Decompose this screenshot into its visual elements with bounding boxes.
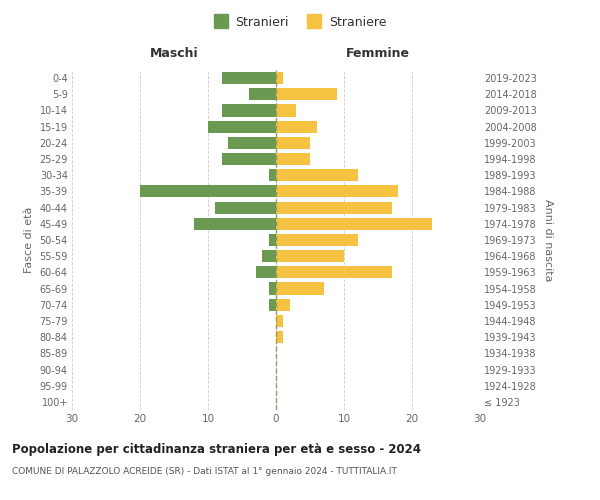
Y-axis label: Anni di nascita: Anni di nascita xyxy=(542,198,553,281)
Bar xyxy=(276,169,358,181)
Bar xyxy=(269,298,276,311)
Bar xyxy=(221,104,276,117)
Bar xyxy=(276,72,283,84)
Bar xyxy=(221,72,276,84)
Bar xyxy=(276,120,317,132)
Bar xyxy=(262,250,276,262)
Text: Femmine: Femmine xyxy=(346,47,410,60)
Bar xyxy=(276,137,310,149)
Bar xyxy=(276,88,337,101)
Text: COMUNE DI PALAZZOLO ACREIDE (SR) - Dati ISTAT al 1° gennaio 2024 - TUTTITALIA.IT: COMUNE DI PALAZZOLO ACREIDE (SR) - Dati … xyxy=(12,468,397,476)
Bar xyxy=(208,120,276,132)
Bar xyxy=(276,218,433,230)
Bar xyxy=(276,104,296,117)
Bar xyxy=(229,137,276,149)
Bar xyxy=(276,250,344,262)
Y-axis label: Fasce di età: Fasce di età xyxy=(24,207,34,273)
Text: Maschi: Maschi xyxy=(149,47,199,60)
Bar xyxy=(276,186,398,198)
Bar xyxy=(276,266,392,278)
Bar xyxy=(276,234,358,246)
Bar xyxy=(276,331,283,343)
Bar xyxy=(276,298,290,311)
Bar xyxy=(269,282,276,294)
Bar xyxy=(269,169,276,181)
Legend: Stranieri, Straniere: Stranieri, Straniere xyxy=(209,11,391,34)
Bar xyxy=(194,218,276,230)
Bar xyxy=(276,153,310,165)
Bar xyxy=(215,202,276,213)
Bar xyxy=(140,186,276,198)
Bar xyxy=(269,234,276,246)
Bar xyxy=(276,315,283,327)
Bar xyxy=(221,153,276,165)
Text: Popolazione per cittadinanza straniera per età e sesso - 2024: Popolazione per cittadinanza straniera p… xyxy=(12,442,421,456)
Bar xyxy=(276,282,323,294)
Bar xyxy=(256,266,276,278)
Bar xyxy=(276,202,392,213)
Bar xyxy=(249,88,276,101)
